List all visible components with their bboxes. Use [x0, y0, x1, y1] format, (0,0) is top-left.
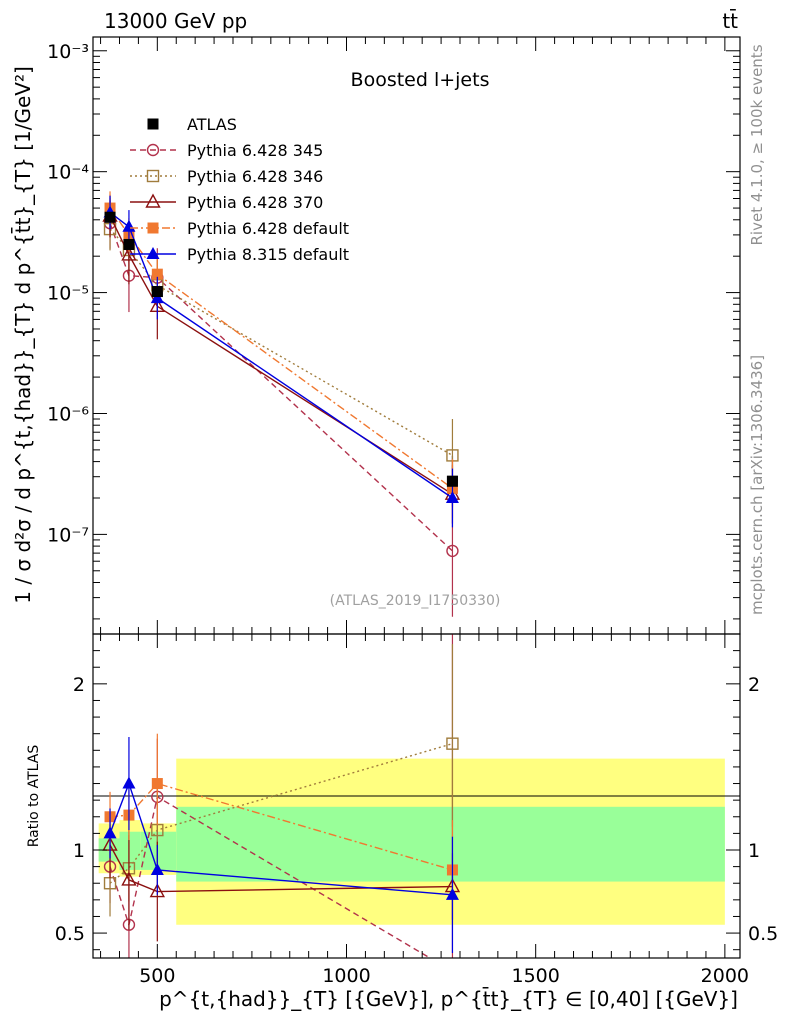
ratio-panel: 0.5 0.5 1 1 2 2 500 1000 1500 2000 Ratio to ATLA…: [26, 633, 778, 1011]
ratio-plot-area: [102, 634, 461, 959]
header-process-label: tt̄: [722, 8, 738, 33]
x-tick-label: 2000: [701, 965, 749, 987]
legend-marker: [147, 222, 159, 234]
atlas-point: [123, 238, 135, 250]
legend-marker: [145, 193, 161, 208]
y-tick-label: 10⁻⁴: [47, 162, 89, 184]
y-tick-label: 10⁻³: [47, 41, 89, 63]
atlas-point: [104, 211, 116, 223]
data-point: [122, 219, 136, 232]
y-tick-label: 10⁻⁵: [47, 283, 89, 305]
series-line: [109, 215, 453, 495]
legend-marker: [146, 143, 160, 157]
data-point: [445, 490, 459, 503]
y-tick-label: 10⁻⁷: [47, 524, 89, 546]
ratio-data-point: [151, 778, 163, 790]
atlas-point: [151, 286, 163, 298]
ratio-uncertainty-bands: [98, 758, 725, 925]
main-y-axis-label: 1 / σ d²σ / d p^{t,{had}}_{T} d p^{t̄t}_…: [10, 66, 35, 604]
y-tick-label-left: 2: [73, 674, 85, 696]
ratio-y-tick-labels: 0.5 0.5 1 1 2 2: [55, 674, 778, 945]
series-5: [103, 195, 459, 528]
atlas-points: [104, 211, 458, 487]
x-tick-label: 1000: [322, 965, 370, 987]
ratio-data-point: [445, 887, 459, 900]
ratio-series-line: [109, 795, 431, 959]
series-4: [104, 191, 458, 518]
y-tick-label-left: 0.5: [55, 923, 85, 945]
data-point: [150, 291, 164, 304]
main-axis-ticks: [93, 37, 740, 634]
ratio-series-line: [109, 781, 453, 896]
legend-entry: Pythia 6.428 345: [187, 141, 323, 160]
x-axis-label: p^{t,{had}}_{T} [{GeV}], p^{t̄t}_{T} ∈ […: [159, 986, 738, 1011]
ratio-data-point: [103, 826, 117, 839]
main-title: Boosted l+jets: [351, 69, 490, 91]
y-tick-label: 10⁻⁶: [47, 403, 89, 425]
series-line: [109, 228, 453, 457]
ratio-series-line: [109, 782, 453, 871]
ratio-y-axis-label: Ratio to ATLAS: [26, 745, 42, 848]
legend-entry: Pythia 6.428 default: [187, 219, 349, 238]
ratio-data-point: [150, 862, 164, 875]
ratio-series-line: [109, 742, 453, 884]
atlas-point: [446, 475, 458, 487]
ratio-frame: [92, 633, 741, 959]
y-tick-label-right: 2: [748, 674, 760, 696]
ratio-data-point: [149, 883, 165, 898]
legend-marker: [146, 247, 160, 259]
y-tick-label-right: 0.5: [748, 923, 778, 945]
ratio-data-point: [122, 776, 136, 789]
mcplots-reference-label: mcplots.cern.ch [arXiv:1306.3436]: [748, 355, 766, 615]
green-band: [140, 831, 177, 870]
legend-marker: [146, 169, 160, 183]
series-line: [109, 211, 453, 499]
rivet-version-label: Rivet 4.1.0, ≥ 100k events: [748, 44, 766, 245]
data-point: [446, 544, 459, 558]
x-tick-label: 500: [139, 965, 175, 987]
ratio-series-4: [103, 737, 459, 954]
legend-marker: [147, 118, 159, 130]
green-band: [119, 831, 141, 870]
header-energy-label: 13000 GeV pp: [104, 9, 247, 33]
legend: ATLAS Pythia 6.428 345 Pythia 6.428 346 Pyt…: [130, 115, 349, 264]
ratio-data-point: [121, 871, 137, 886]
main-panel: 10⁻⁷ 10⁻⁶ 10⁻⁵ 10⁻⁴ 10⁻³ Boosted l+jets (ATL…: [10, 36, 741, 635]
data-point: [151, 268, 163, 280]
legend-entry: ATLAS: [187, 115, 237, 134]
ratio-data-point: [446, 737, 459, 750]
y-tick-label-left: 1: [73, 840, 85, 862]
series-line: [109, 207, 453, 489]
ratio-series-line: [109, 844, 453, 893]
ratio-axis-ticks: [93, 634, 740, 958]
x-tick-label: 1500: [512, 965, 560, 987]
main-y-tick-labels: 10⁻⁷ 10⁻⁶ 10⁻⁵ 10⁻⁴ 10⁻³: [47, 41, 89, 547]
main-plot-area: [102, 191, 461, 617]
analysis-watermark: (ATLAS_2019_I1750330): [330, 593, 501, 609]
x-tick-labels: 500 1000 1500 2000: [139, 965, 749, 987]
series-line: [109, 222, 453, 552]
legend-entry: Pythia 6.428 370: [187, 193, 323, 212]
y-tick-label-right: 1: [748, 840, 760, 862]
legend-entry: Pythia 8.315 default: [187, 245, 349, 264]
legend-entry: Pythia 6.428 346: [187, 167, 323, 186]
